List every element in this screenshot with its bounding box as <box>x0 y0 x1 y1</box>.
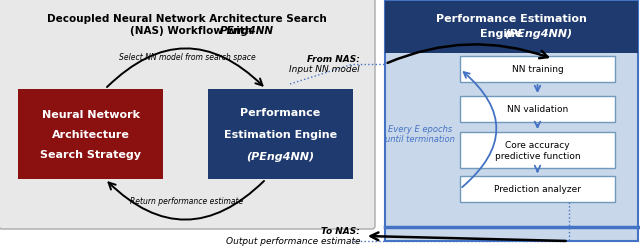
Text: (PEng4NN): (PEng4NN) <box>504 29 572 39</box>
FancyArrowPatch shape <box>107 49 262 88</box>
FancyArrowPatch shape <box>462 73 497 188</box>
Text: Search Strategy: Search Strategy <box>40 150 141 159</box>
FancyBboxPatch shape <box>208 90 353 179</box>
FancyBboxPatch shape <box>460 132 615 168</box>
Text: NN training: NN training <box>511 65 563 74</box>
Text: Neural Network: Neural Network <box>42 110 140 120</box>
Bar <box>385 2 638 54</box>
Text: Performance Estimation: Performance Estimation <box>436 14 586 24</box>
Text: Estimation Engine: Estimation Engine <box>224 130 337 140</box>
FancyArrowPatch shape <box>109 181 264 220</box>
Text: Architecture: Architecture <box>52 130 129 140</box>
Text: Select NN model from search space: Select NN model from search space <box>118 53 255 62</box>
Text: (NAS) Workflow with: (NAS) Workflow with <box>130 26 256 36</box>
FancyBboxPatch shape <box>18 90 163 179</box>
Text: Output performance estimate: Output performance estimate <box>225 236 360 246</box>
FancyBboxPatch shape <box>460 57 615 83</box>
Text: PEng4NN: PEng4NN <box>220 26 274 36</box>
Bar <box>385 2 638 241</box>
FancyBboxPatch shape <box>460 176 615 202</box>
FancyBboxPatch shape <box>460 96 615 122</box>
Text: (PEng4NN): (PEng4NN) <box>246 152 315 161</box>
Text: NN validation: NN validation <box>507 105 568 114</box>
Text: Core accuracy
predictive function: Core accuracy predictive function <box>495 141 580 160</box>
FancyArrowPatch shape <box>371 232 566 241</box>
Text: To NAS:: To NAS: <box>321 226 360 235</box>
Text: From NAS:: From NAS: <box>307 55 360 64</box>
FancyArrowPatch shape <box>388 45 548 64</box>
Text: Prediction analyzer: Prediction analyzer <box>494 185 581 194</box>
Text: Performance: Performance <box>241 108 321 118</box>
Text: Decoupled Neural Network Architecture Search: Decoupled Neural Network Architecture Se… <box>47 14 327 24</box>
Text: until termination: until termination <box>385 135 455 144</box>
Text: Engine: Engine <box>480 29 526 39</box>
Text: Every E epochs: Every E epochs <box>388 125 452 134</box>
Text: Input NN model: Input NN model <box>289 65 360 74</box>
FancyBboxPatch shape <box>0 0 375 229</box>
Text: Return performance estimate: Return performance estimate <box>131 197 244 206</box>
